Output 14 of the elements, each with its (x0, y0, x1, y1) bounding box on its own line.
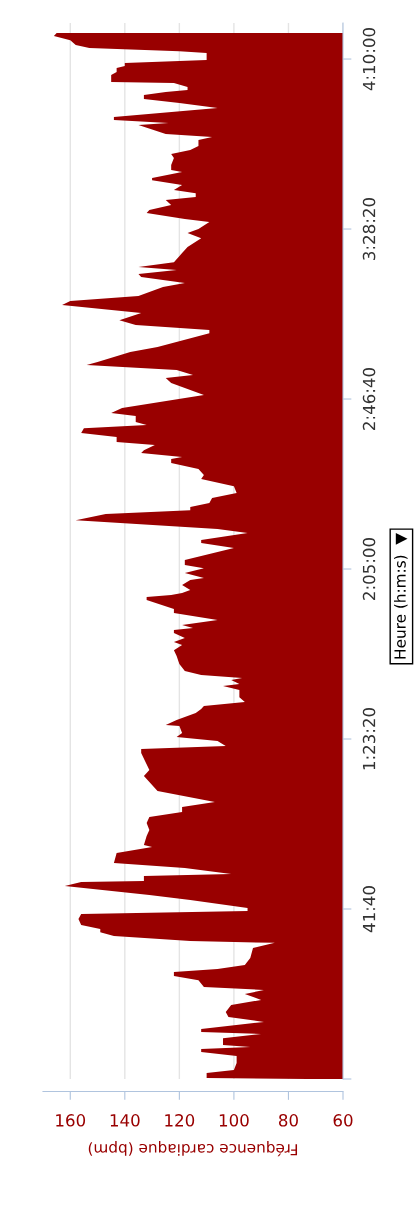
x-tick-label: 120 (165, 1114, 195, 1127)
y-tick-label: 4:10:00 (362, 28, 376, 91)
y-tick-label: 1:23:20 (362, 707, 376, 770)
x-tick-label: 60 (333, 1114, 353, 1127)
y-tick-label: 41:40 (362, 886, 376, 933)
x-tick-label: 140 (110, 1114, 140, 1127)
x-tick-label: 160 (56, 1114, 86, 1127)
y-tick-label: 2:05:00 (362, 538, 376, 600)
x-tick-label: 80 (278, 1114, 298, 1127)
y-tick-label: 3:28:20 (362, 198, 376, 260)
x-axis-title: Fréquence cardiaque (bpm) (88, 1140, 298, 1157)
y-tick-label: 2:46:40 (362, 368, 376, 430)
y-axis-title: Heure (h:m:s) ▼ (394, 532, 408, 659)
x-tick-label: 100 (219, 1114, 249, 1127)
